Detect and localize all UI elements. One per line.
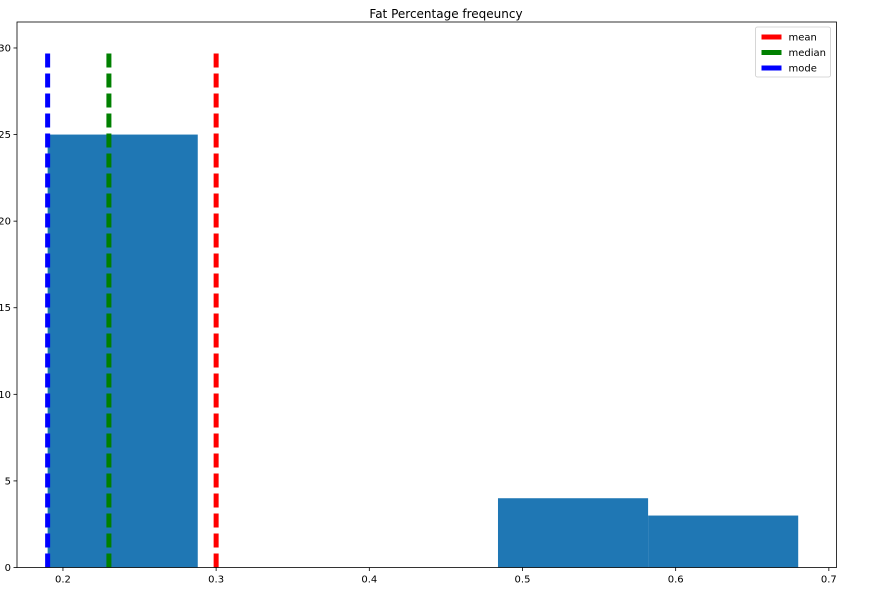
chart-title: Fat Percentage freqeuncy: [369, 7, 522, 21]
y-tick-label-5: 5: [5, 476, 11, 487]
histogram-bar-3: [497, 498, 649, 568]
legend-label-mean: mean: [789, 33, 817, 44]
y-tick-label-20: 20: [0, 217, 11, 228]
reference-lines-layer: [45, 47, 219, 568]
x-tick-label-0.7: 0.7: [821, 575, 837, 586]
legend: mean median mode: [755, 26, 831, 78]
y-tick-label-15: 15: [0, 303, 11, 314]
y-tick-label-30: 30: [0, 43, 11, 54]
x-tick-label-0.2: 0.2: [55, 575, 71, 586]
y-tick-label-10: 10: [0, 390, 11, 401]
y-tick-label-25: 25: [0, 130, 11, 141]
histogram-bar-0: [47, 134, 198, 568]
axes-layer: 0.2 0.3 0.4 0.5 0.6 0.7 0 5 10 15 20 25 30: [0, 21, 837, 586]
x-tick-label-0.4: 0.4: [361, 575, 377, 586]
x-tick-label-0.6: 0.6: [668, 575, 684, 586]
bars-layer: [47, 134, 799, 568]
legend-label-mode: mode: [789, 64, 817, 75]
y-tick-label-0: 0: [5, 563, 11, 574]
legend-label-median: median: [789, 48, 827, 59]
x-tick-label-0.5: 0.5: [515, 575, 531, 586]
histogram-bar-4: [648, 515, 799, 568]
x-tick-label-0.3: 0.3: [208, 575, 224, 586]
axes-frame: [16, 21, 837, 568]
